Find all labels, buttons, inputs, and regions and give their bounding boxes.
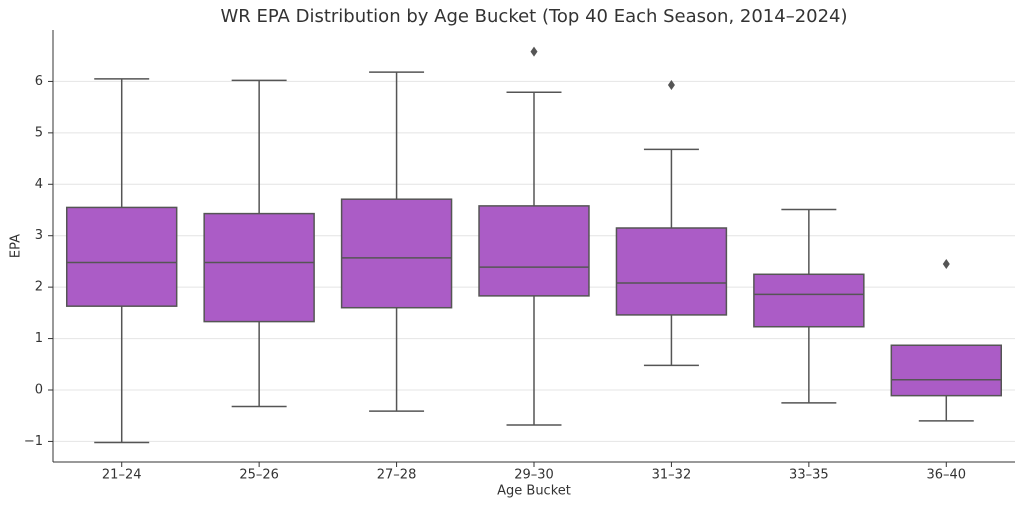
x-tick-label: 27–28 [377,468,417,483]
outlier [667,80,675,91]
box [615,227,728,316]
x-tick-label: 21–24 [102,468,142,483]
box [753,273,865,328]
y-tick-label: −1 [24,434,43,449]
x-tick-label: 36–40 [926,468,966,483]
y-tick-label: 2 [35,280,43,295]
x-tick-label: 25–26 [239,468,279,483]
y-tick-label: 0 [35,383,43,398]
outlier [530,46,538,57]
box [890,344,1003,397]
box [340,198,453,309]
box [203,212,315,323]
box [65,206,178,307]
y-tick-label: 5 [35,125,43,140]
y-axis-label: EPA [9,234,24,258]
x-axis-label: Age Bucket [497,484,571,499]
y-tick-label: 6 [35,74,43,89]
box [478,205,590,297]
y-tick-label: 3 [35,228,43,243]
chart-title: WR EPA Distribution by Age Bucket (Top 4… [220,6,847,27]
y-tick-label: 4 [35,177,43,192]
x-tick-label: 31–32 [652,468,692,483]
outlier [942,259,950,269]
x-tick-label: 33–35 [789,468,829,483]
x-tick-label: 29–30 [514,468,554,483]
y-tick-label: 1 [35,331,43,346]
